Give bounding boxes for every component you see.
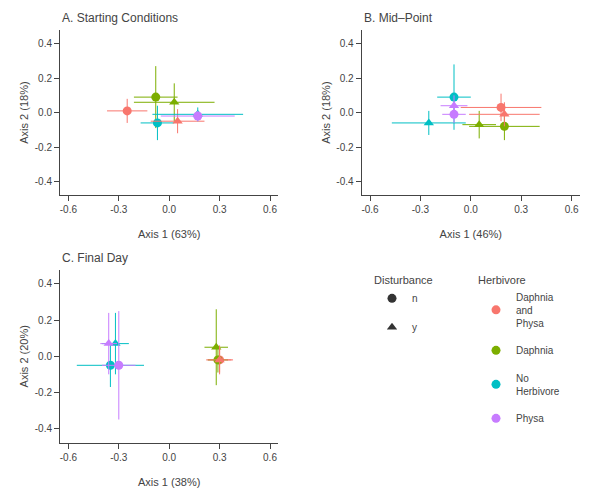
svg-text:-0.4: -0.4	[336, 176, 354, 187]
svg-text:-0.3: -0.3	[412, 204, 430, 215]
svg-text:Physa: Physa	[516, 413, 544, 424]
svg-text:0.6: 0.6	[565, 204, 579, 215]
svg-text:-0.6: -0.6	[361, 204, 379, 215]
svg-text:Axis 2 (18%): Axis 2 (18%)	[320, 81, 332, 143]
svg-text:0.0: 0.0	[464, 204, 478, 215]
svg-text:Herbivore: Herbivore	[478, 274, 526, 286]
svg-text:-0.2: -0.2	[35, 387, 53, 398]
svg-text:0.2: 0.2	[38, 73, 52, 84]
svg-text:0.6: 0.6	[263, 204, 277, 215]
svg-text:0.4: 0.4	[38, 38, 52, 49]
svg-text:Axis 1 (63%): Axis 1 (63%)	[138, 228, 200, 240]
svg-text:0.0: 0.0	[162, 204, 176, 215]
svg-text:0.4: 0.4	[38, 278, 52, 289]
svg-text:0.0: 0.0	[162, 452, 176, 463]
svg-text:-0.2: -0.2	[35, 142, 53, 153]
svg-text:-0.3: -0.3	[110, 204, 128, 215]
svg-text:B. Mid–Point: B. Mid–Point	[364, 11, 433, 25]
svg-text:Daphnia: Daphnia	[516, 345, 554, 356]
svg-text:0.0: 0.0	[38, 351, 52, 362]
svg-text:Disturbance: Disturbance	[374, 274, 433, 286]
svg-text:-0.6: -0.6	[60, 204, 78, 215]
svg-text:n: n	[412, 293, 418, 304]
svg-text:Axis 2 (18%): Axis 2 (18%)	[18, 81, 30, 143]
svg-text:0.3: 0.3	[213, 204, 227, 215]
svg-text:y: y	[412, 322, 417, 333]
svg-text:NoHerbivore: NoHerbivore	[516, 373, 560, 397]
svg-text:A. Starting Conditions: A. Starting Conditions	[62, 11, 178, 25]
svg-text:0.4: 0.4	[340, 38, 354, 49]
svg-text:Axis 1 (46%): Axis 1 (46%)	[440, 228, 502, 240]
svg-text:-0.6: -0.6	[60, 452, 78, 463]
svg-text:0.3: 0.3	[514, 204, 528, 215]
svg-text:0.0: 0.0	[38, 107, 52, 118]
svg-text:0.2: 0.2	[340, 73, 354, 84]
svg-text:-0.4: -0.4	[35, 176, 53, 187]
svg-text:-0.4: -0.4	[35, 423, 53, 434]
svg-text:0.6: 0.6	[263, 452, 277, 463]
svg-text:DaphniaandPhysa: DaphniaandPhysa	[516, 292, 554, 329]
svg-text:0.3: 0.3	[213, 452, 227, 463]
svg-text:-0.3: -0.3	[110, 452, 128, 463]
svg-text:Axis 2 (20%): Axis 2 (20%)	[18, 325, 30, 387]
svg-text:C. Final Day: C. Final Day	[62, 251, 128, 265]
svg-text:Axis 1 (38%): Axis 1 (38%)	[138, 476, 200, 488]
svg-text:-0.2: -0.2	[336, 142, 354, 153]
svg-text:0.0: 0.0	[340, 107, 354, 118]
svg-text:0.2: 0.2	[38, 315, 52, 326]
